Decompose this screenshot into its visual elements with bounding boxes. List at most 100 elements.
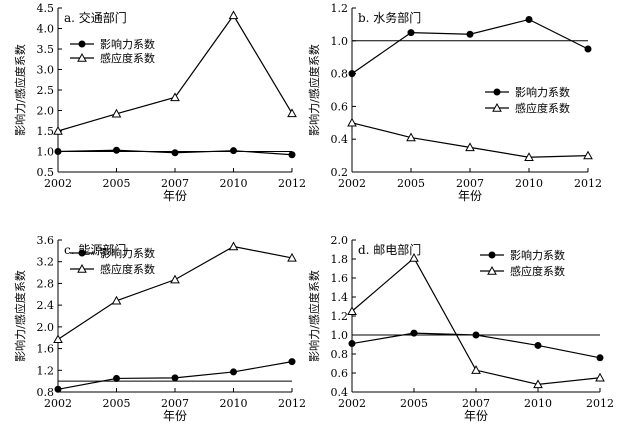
y-tick-label: 0.8 xyxy=(331,348,349,361)
data-point-p2-s1-3 xyxy=(525,15,533,23)
x-tick-label: 2005 xyxy=(397,177,425,190)
x-tick-label: 2007 xyxy=(456,177,484,190)
legend-label: 感应度系数 xyxy=(515,101,570,115)
y-tick-label: 0.6 xyxy=(331,367,349,380)
panel-label: b. 水务部门 xyxy=(358,10,421,25)
data-point-p3-s1-1 xyxy=(113,374,120,382)
panel-label: d. 邮电部门 xyxy=(358,242,421,257)
chart-panel-1: 0.5 1.0 1.5 2.0 2.5 3.0 3.5 4.0 4.5 2002 2005 2007 2… xyxy=(13,2,306,203)
y-axis-title: 影响力/感应度系数 xyxy=(13,270,27,362)
data-point-p4-s1-3 xyxy=(534,341,542,349)
data-point-p2-s2-4 xyxy=(583,150,593,160)
x-tick-label: 2005 xyxy=(103,397,131,410)
data-point-p3-s2-1 xyxy=(111,295,122,305)
data-point-p3-s1-0 xyxy=(54,385,62,393)
x-tick-label: 2012 xyxy=(586,397,614,410)
data-point-p4-s2-4 xyxy=(595,372,605,382)
x-tick-label: 2010 xyxy=(524,397,552,410)
data-point-p4-s2-1 xyxy=(409,253,419,262)
y-axis-title: 影响力/感应度系数 xyxy=(307,270,321,362)
y-tick-label: 2.4 xyxy=(37,299,55,312)
x-tick-label: 2007 xyxy=(161,177,189,190)
panel-label: a. 交通部门 xyxy=(64,10,127,25)
y-tick-label: 1.4 xyxy=(331,291,349,304)
y-tick-label: 2.0 xyxy=(37,105,55,118)
y-tick-label: 1.0 xyxy=(331,329,349,342)
data-point-p1-s2-4 xyxy=(287,108,297,118)
data-point-p4-s2-0 xyxy=(347,306,357,315)
y-tick-label: 0.8 xyxy=(37,386,55,399)
x-tick-label: 2002 xyxy=(44,177,72,190)
y-tick-label: 0.8 xyxy=(331,68,349,81)
data-point-p3-s2-legend xyxy=(77,263,87,273)
x-tick-label: 2007 xyxy=(462,397,490,410)
legend-label: 影响力系数 xyxy=(100,38,155,51)
data-point-p3-s2-3 xyxy=(228,241,239,251)
x-axis-title: 年份 xyxy=(163,409,187,423)
y-tick-label: 0.2 xyxy=(331,166,349,179)
x-tick-label: 2010 xyxy=(220,397,248,410)
data-point-p4-s1-legend xyxy=(488,251,496,259)
data-point-p2-s2-0 xyxy=(347,117,357,127)
data-point-p2-s2-legend xyxy=(492,102,502,112)
chart-panel-4: 0.4 0.6 0.8 1.0 1.2 1.4 1.6 1.8 2.0 2002 2005 2007 2… xyxy=(307,234,614,423)
series-line-2 xyxy=(57,245,293,340)
y-tick-label: 1.5 xyxy=(37,125,55,138)
x-tick-label: 2002 xyxy=(338,177,366,190)
y-tick-label: 0.4 xyxy=(331,133,349,146)
legend-label: 影响力系数 xyxy=(515,86,570,99)
chart-panel-3: 0.8 1.2 1.6 2.0 2.4 2.8 3.2 3.6 2002 2005 2007 2010… xyxy=(13,234,306,423)
y-tick-label: 2.8 xyxy=(37,277,55,290)
data-point-p2-s1-4 xyxy=(584,45,592,53)
y-tick-label: 3.6 xyxy=(37,234,55,247)
y-tick-label: 1.2 xyxy=(37,364,55,377)
data-point-p2-s2-3 xyxy=(524,152,534,161)
x-tick-label: 2002 xyxy=(338,397,366,410)
y-tick-label: 4.0 xyxy=(37,23,55,36)
x-axis-title: 年份 xyxy=(464,409,488,423)
y-tick-label: 0.4 xyxy=(331,386,349,399)
data-point-p2-s1-0 xyxy=(348,70,356,78)
data-point-p4-s1-4 xyxy=(596,354,604,362)
data-point-p3-s2-0 xyxy=(53,334,63,344)
y-tick-label: 2.5 xyxy=(37,84,55,97)
y-tick-label: 1.2 xyxy=(331,310,349,323)
data-point-p4-s1-1 xyxy=(410,329,418,337)
data-point-p1-s1-2 xyxy=(171,149,179,157)
data-point-p1-s2-1 xyxy=(111,108,122,118)
x-tick-label: 2010 xyxy=(515,177,543,190)
x-tick-label: 2007 xyxy=(161,397,189,410)
y-tick-label: 1.8 xyxy=(331,253,349,266)
data-point-p3-s1-3 xyxy=(230,368,237,376)
y-tick-label: 3.2 xyxy=(37,256,55,269)
legend-label: 影响力系数 xyxy=(510,249,565,262)
y-tick-label: 0.6 xyxy=(331,100,349,113)
legend-label: 感应度系数 xyxy=(100,262,155,276)
x-axis-title: 年份 xyxy=(458,189,482,203)
x-tick-label: 2005 xyxy=(400,397,428,410)
y-tick-label: 3.0 xyxy=(37,64,55,77)
y-tick-label: 2.0 xyxy=(331,234,349,247)
data-point-p2-s1-2 xyxy=(466,30,474,38)
y-tick-label: 0.5 xyxy=(37,166,55,179)
data-point-p1-s2-2 xyxy=(170,92,180,102)
y-tick-label: 1.0 xyxy=(331,35,349,48)
data-point-p4-s1-0 xyxy=(348,340,356,348)
data-point-p3-s1-legend xyxy=(78,249,86,257)
legend-label: 感应度系数 xyxy=(100,51,155,65)
data-point-p4-s1-2 xyxy=(472,331,480,339)
data-point-p1-s1-legend xyxy=(78,40,86,48)
data-point-p2-s1-legend xyxy=(493,88,501,96)
y-axis-title: 影响力/感应度系数 xyxy=(13,44,27,136)
data-point-p3-s2-4 xyxy=(287,252,297,262)
x-tick-label: 2012 xyxy=(278,397,306,410)
data-point-p4-s2-2 xyxy=(471,365,481,374)
y-tick-label: 2.0 xyxy=(37,321,55,334)
series-line-2 xyxy=(351,122,589,158)
legend-label: 影响力系数 xyxy=(100,247,155,260)
data-point-p1-s2-3 xyxy=(228,10,239,20)
